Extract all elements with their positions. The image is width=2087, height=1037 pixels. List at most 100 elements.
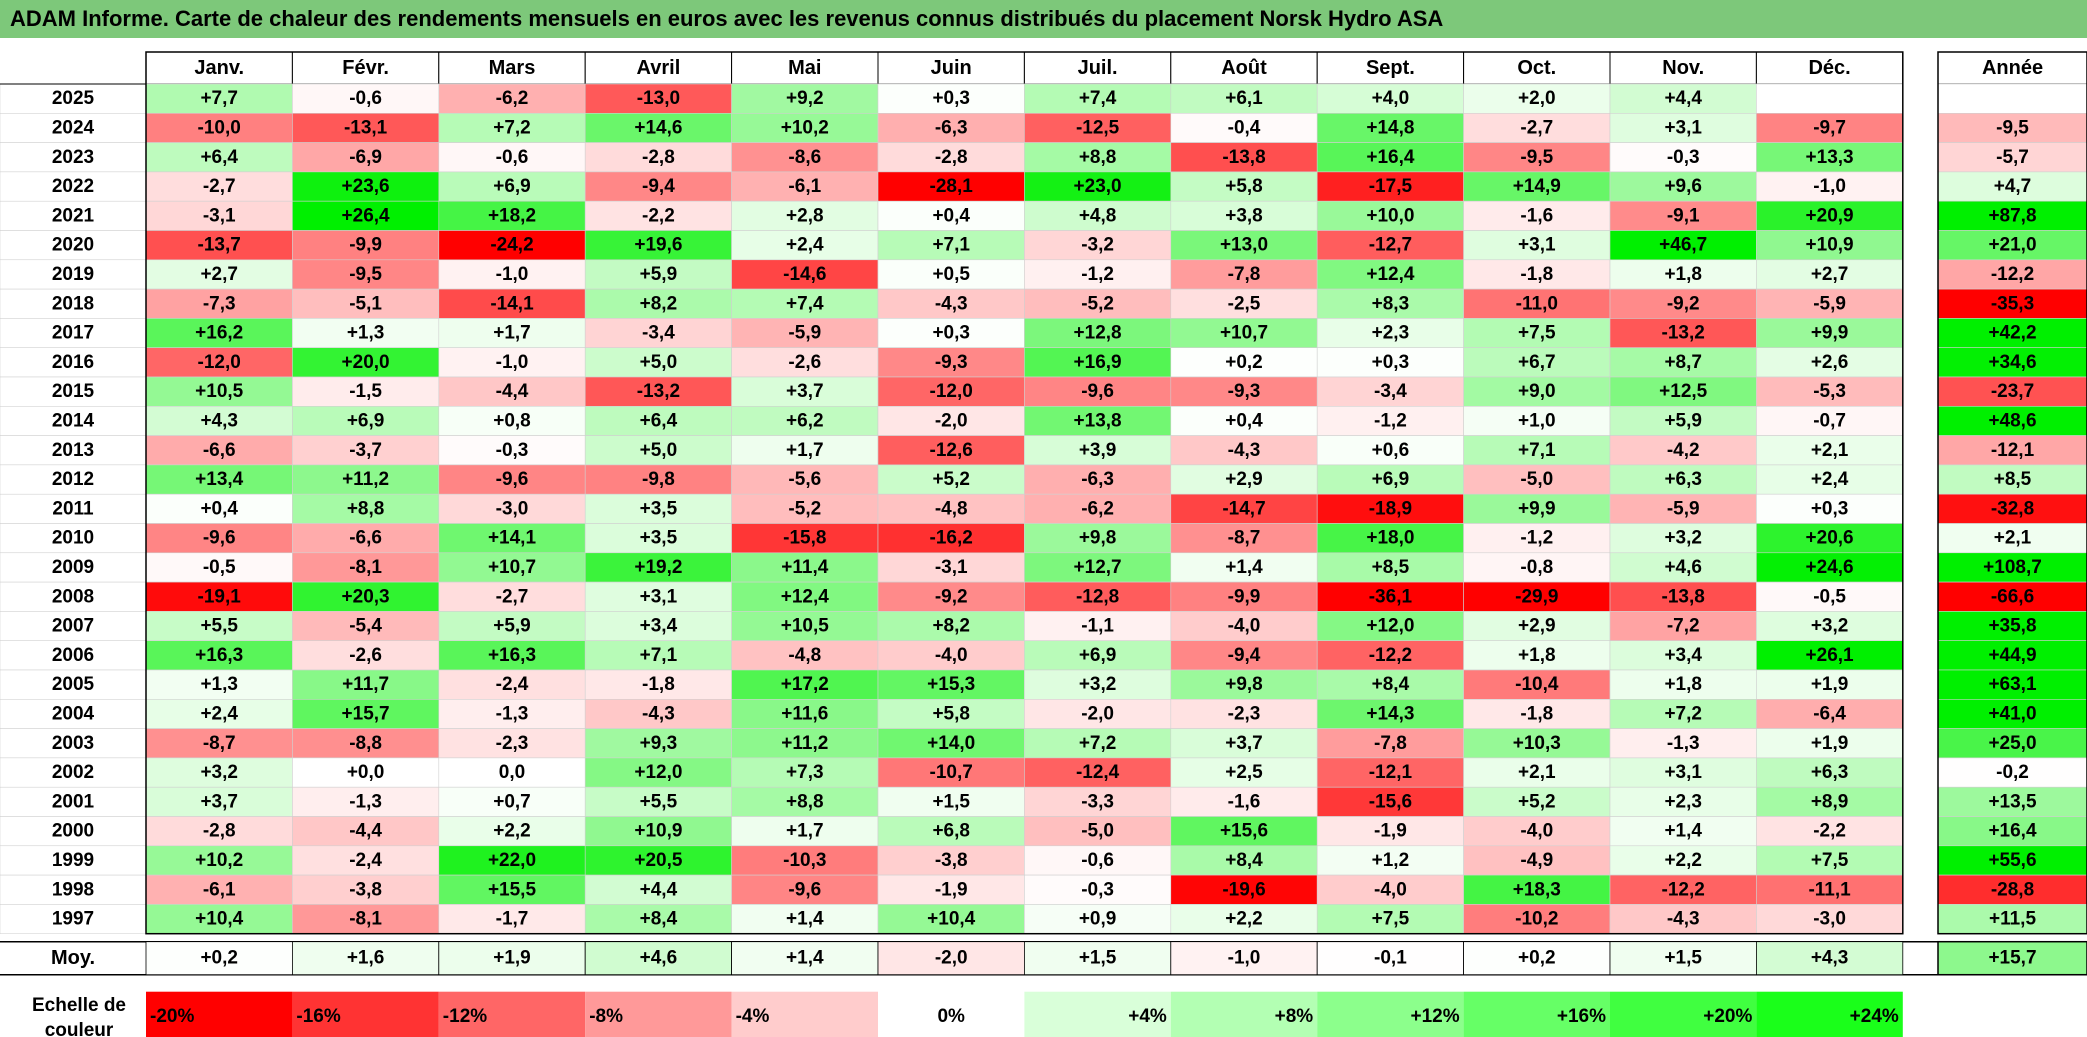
scale-swatch [1610, 991, 1757, 1037]
cell-value: +6,9 [493, 176, 531, 197]
cell-value: -9,6 [203, 528, 236, 549]
cell-value: +15,7 [342, 703, 390, 724]
year-cell [0, 611, 147, 641]
heat-cell [1609, 757, 1757, 788]
heat-cell [584, 142, 732, 173]
cell-value: -4,4 [349, 821, 382, 842]
heat-cell [1609, 171, 1757, 202]
cell-value: +2,7 [1811, 264, 1849, 285]
cell-value: -4,4 [496, 381, 529, 402]
cell-value: -6,3 [935, 117, 968, 138]
cell-value: +6,8 [932, 821, 970, 842]
heat-cell [292, 171, 440, 202]
year-label-2008: 2008 [52, 586, 94, 607]
cell-value: +10,3 [1513, 733, 1561, 754]
annual-value: +16,4 [1988, 821, 2037, 842]
cell-value: +0,3 [932, 323, 970, 344]
average-cell [877, 941, 1025, 976]
heat-cell [1316, 83, 1464, 114]
cell-value: +7,2 [1079, 733, 1117, 754]
cell-value: +1,4 [1225, 557, 1263, 578]
cell-value: +0,3 [1372, 352, 1410, 373]
cell-value: -3,1 [935, 557, 968, 578]
cell-value: +7,4 [1079, 88, 1117, 109]
year-label-2017: 2017 [52, 323, 94, 344]
heat-cell [438, 581, 586, 612]
heat-cell [292, 347, 440, 378]
heat-cell [731, 728, 879, 759]
cell-value: -1,6 [1228, 791, 1261, 812]
cell-value: -6,4 [1813, 703, 1846, 724]
cell-value: -5,0 [1081, 821, 1114, 842]
heat-cell [877, 669, 1025, 700]
heat-cell [145, 113, 293, 143]
cell-value: -9,5 [1520, 147, 1553, 168]
heat-cell [292, 845, 440, 876]
cell-value: -0,7 [1813, 410, 1846, 431]
year-label-2015: 2015 [52, 381, 95, 402]
column-header-cell [877, 51, 1025, 85]
annual-cell [1937, 552, 2087, 583]
cell-value: +7,5 [1372, 909, 1410, 930]
heat-cell [1609, 552, 1757, 583]
cell-value: +10,4 [195, 909, 244, 930]
scale-label: +8% [1275, 1006, 1314, 1027]
heat-cell [1316, 816, 1464, 847]
cell-value: +7,7 [200, 88, 238, 109]
heat-cell [1756, 435, 1904, 466]
heat-cell [1463, 464, 1611, 495]
heat-cell [1756, 493, 1904, 524]
cell-value: -11,0 [1516, 293, 1558, 314]
cell-value: +1,7 [786, 821, 824, 842]
heat-cell [1316, 640, 1464, 671]
cell-value: -2,8 [203, 821, 236, 842]
heat-cell [145, 816, 293, 847]
cell-value: +20,9 [1806, 205, 1854, 226]
cell-value: -2,8 [935, 147, 968, 168]
year-label-2006: 2006 [52, 645, 94, 666]
cell-value: -5,3 [1813, 381, 1846, 402]
cell-value: +14,9 [1513, 176, 1561, 197]
year-cell [0, 200, 147, 231]
heat-cell [1756, 757, 1904, 788]
chart-title: ADAM Informe. Carte de chaleur des rende… [0, 0, 2087, 38]
cell-value: +20,6 [1806, 528, 1854, 549]
cell-value: -6,6 [349, 528, 382, 549]
cell-value: +10,9 [1806, 235, 1854, 256]
cell-value: +0,6 [1372, 440, 1410, 461]
heat-cell [438, 669, 586, 700]
cell-value: -9,5 [349, 264, 382, 285]
cell-value: -4,3 [1228, 440, 1261, 461]
cell-value: -7,8 [1374, 733, 1407, 754]
year-cell [0, 581, 147, 612]
cell-value: +6,1 [1225, 88, 1263, 109]
cell-value: -12,8 [1076, 586, 1119, 607]
annual-value: +13,5 [1988, 791, 2037, 812]
heat-cell [1609, 83, 1757, 114]
heat-cell [584, 552, 732, 583]
cell-value: +10,7 [488, 557, 536, 578]
cell-value: +15,6 [1220, 821, 1268, 842]
cell-value: -14,6 [783, 264, 826, 285]
cell-value: +2,2 [1225, 909, 1263, 930]
cell-value: +13,0 [1220, 235, 1268, 256]
annual-cell [1937, 904, 2087, 935]
average-value: +1,9 [493, 948, 531, 969]
annual-cell [1937, 435, 2087, 466]
scale-swatch [731, 991, 878, 1037]
heat-cell [731, 200, 879, 231]
heat-cell [292, 728, 440, 759]
column-header-11: Nov. [1662, 57, 1704, 79]
heat-cell [584, 640, 732, 671]
average-cell [1756, 941, 1904, 976]
year-cell [0, 230, 147, 261]
heat-cell [1024, 845, 1172, 876]
cell-value: +3,1 [1664, 762, 1702, 783]
grid-border [145, 51, 1904, 935]
heat-cell [145, 786, 293, 817]
cell-value: -4,0 [935, 645, 968, 666]
cell-value: +5,0 [640, 352, 678, 373]
cell-value: +10,4 [927, 909, 976, 930]
average-value: +1,5 [1079, 948, 1117, 969]
heat-cell [1756, 698, 1904, 729]
